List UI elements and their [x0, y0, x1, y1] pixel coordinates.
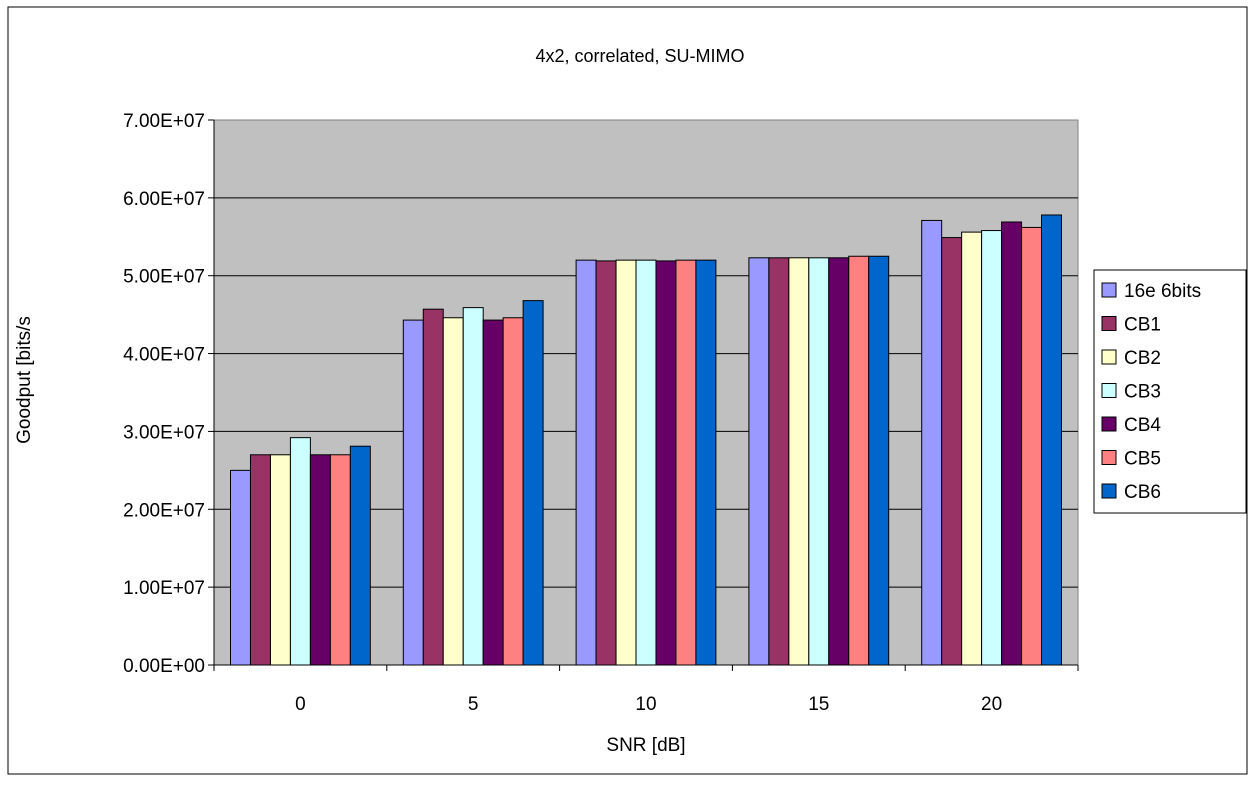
bar — [329, 454, 351, 666]
bar — [635, 259, 657, 666]
legend-items: 16e 6bits CB1 CB2 CB3 CB4 CB5 CB6 — [1101, 281, 1201, 503]
bar — [522, 300, 544, 666]
x-tick-label: 10 — [635, 694, 656, 715]
bar — [575, 259, 597, 666]
y-tick-labels: 0.00E+00 1.00E+07 2.00E+07 3.00E+07 4.00E+07… — [123, 111, 205, 677]
bar — [442, 317, 464, 666]
bar — [808, 257, 830, 666]
legend-swatch — [1101, 316, 1117, 331]
bar — [868, 255, 890, 666]
chart-title: 4x2, correlated, SU-MIMO — [535, 46, 744, 66]
bar — [1041, 214, 1062, 666]
bar — [482, 319, 504, 666]
axes — [208, 119, 1079, 671]
legend-swatch — [1101, 282, 1117, 298]
bar — [249, 454, 271, 666]
legend-label: CB6 — [1124, 482, 1161, 503]
x-tick-label: 0 — [295, 694, 306, 715]
bar — [921, 219, 943, 666]
x-axis-label: SNR [dB] — [606, 735, 685, 756]
bar — [695, 259, 717, 666]
legend-label: 16e 6bits — [1124, 281, 1201, 302]
bar — [349, 445, 371, 666]
y-tick-label: 6.00E+07 — [123, 189, 205, 210]
legend: 16e 6bits CB1 CB2 CB3 CB4 CB5 CB6 — [1093, 269, 1247, 514]
legend-swatch — [1101, 450, 1117, 465]
legend-swatch — [1101, 383, 1117, 398]
bar — [788, 257, 810, 666]
x-tick-label: 20 — [981, 694, 1002, 715]
y-axis-label: Goodput [bits/s — [14, 316, 35, 444]
y-tick-label: 0.00E+00 — [123, 656, 205, 677]
bar — [289, 437, 311, 666]
y-tick-label: 7.00E+07 — [123, 111, 205, 132]
x-tick-label: 15 — [808, 694, 829, 715]
bar — [961, 231, 983, 666]
bars — [230, 214, 1062, 666]
bar — [269, 454, 291, 666]
y-tick-label: 4.00E+07 — [123, 345, 205, 366]
bar — [1001, 221, 1023, 666]
bar — [595, 260, 617, 666]
bar — [768, 257, 790, 666]
bar — [230, 469, 251, 666]
legend-swatch — [1101, 483, 1117, 499]
legend-box — [1093, 269, 1247, 514]
legend-swatch — [1101, 349, 1117, 365]
bar — [1021, 226, 1043, 666]
bar — [675, 259, 697, 666]
bar — [502, 317, 524, 666]
bar — [462, 307, 484, 666]
y-tick-label: 3.00E+07 — [123, 422, 205, 443]
legend-label: CB1 — [1124, 315, 1161, 336]
y-tick-label: 2.00E+07 — [123, 500, 205, 521]
legend-swatch — [1101, 416, 1117, 432]
bar — [981, 230, 1003, 666]
x-tick-labels: 0 5 10 15 20 — [295, 694, 1002, 715]
bar — [615, 259, 637, 666]
x-tick-label: 5 — [468, 694, 479, 715]
bar — [309, 454, 331, 666]
legend-label: CB2 — [1124, 348, 1161, 369]
bar — [422, 308, 444, 666]
bar — [748, 257, 770, 666]
y-tick-label: 1.00E+07 — [123, 578, 205, 599]
y-tick-label: 5.00E+07 — [123, 267, 205, 288]
legend-label: CB3 — [1124, 382, 1161, 403]
bar — [828, 257, 850, 666]
bar — [402, 319, 424, 666]
legend-label: CB5 — [1124, 449, 1161, 470]
legend-label: CB4 — [1124, 415, 1161, 436]
bar — [655, 260, 677, 666]
bar — [848, 255, 870, 666]
bar — [941, 237, 963, 666]
